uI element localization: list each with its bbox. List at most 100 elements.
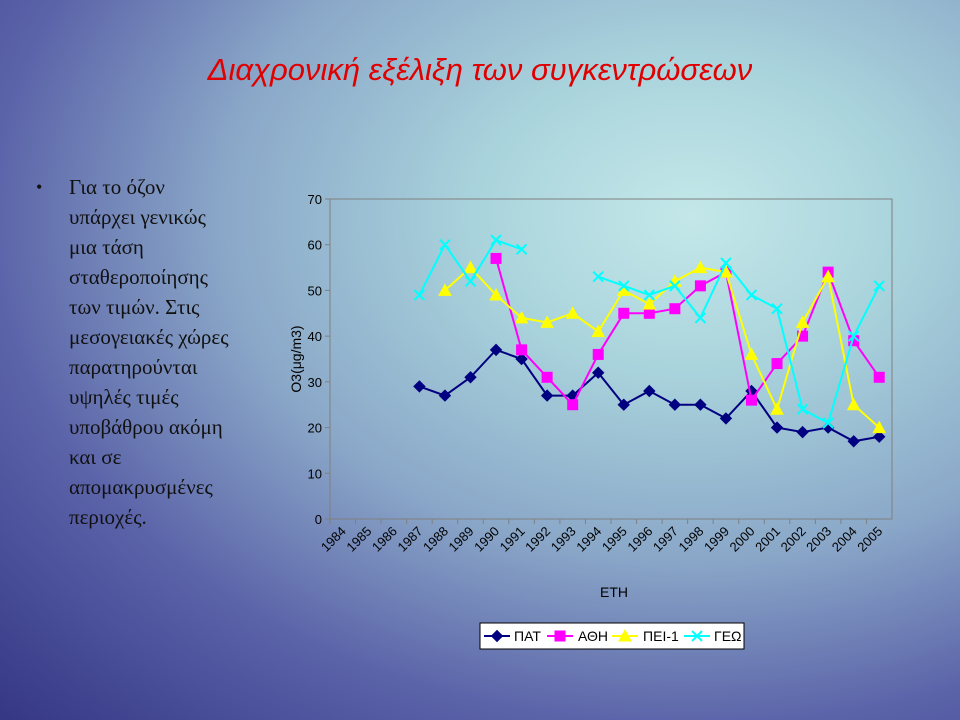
data-point [746, 394, 757, 406]
data-point [771, 303, 783, 315]
series-line [444, 266, 880, 429]
data-point [668, 398, 682, 411]
y-tick-label: 30 [308, 375, 322, 390]
data-point [540, 389, 554, 402]
data-point [796, 403, 809, 415]
legend-label: ΠΑΤ [514, 628, 541, 644]
data-point [643, 384, 656, 398]
data-point [822, 417, 834, 429]
data-point [719, 412, 733, 425]
bullet-line: και σε [69, 445, 122, 469]
data-point [691, 630, 703, 642]
data-point [592, 348, 604, 360]
y-tick-label: 50 [308, 283, 322, 298]
bullet-line: Για το όζον [69, 175, 165, 199]
data-point-stroke [796, 403, 809, 415]
data-point [873, 371, 885, 383]
data-point [669, 280, 681, 292]
data-point [694, 398, 707, 411]
x-tick-label: 1997 [650, 524, 681, 555]
data-point [490, 252, 502, 264]
x-tick-label: 1986 [369, 524, 400, 555]
data-point [669, 303, 681, 315]
data-point-stroke [490, 234, 502, 246]
bullet-line: μεσογειακές χώρες [69, 325, 229, 349]
data-point [873, 430, 886, 443]
data-point [540, 315, 554, 328]
bullet-line: παρατηρούνται [69, 355, 198, 379]
x-axis-label: ΕΤΗ [600, 584, 628, 600]
data-point-stroke [771, 303, 783, 315]
data-point-stroke [873, 280, 885, 292]
y-axis-label: O3(μg/m3) [288, 325, 304, 392]
bullet-line: υπάρχει γενικώς [69, 205, 206, 229]
data-point-stroke [720, 257, 732, 269]
data-point [693, 260, 708, 274]
series-ΓΕΩ [413, 234, 885, 429]
data-point [694, 312, 707, 324]
x-tick-label: 2004 [829, 524, 860, 555]
data-point [643, 289, 656, 301]
data-point [516, 344, 528, 356]
data-point [554, 630, 566, 642]
x-tick-label: 1999 [701, 524, 732, 555]
bullet-line: μια τάση [69, 235, 144, 259]
x-tick-label: 2005 [854, 524, 885, 555]
data-point [413, 289, 426, 301]
data-point-stroke [745, 289, 758, 301]
data-point [439, 239, 451, 251]
bullet-line: υψηλές τιμές [69, 385, 179, 409]
legend-label: ΓΕΩ [714, 628, 742, 644]
data-point-stroke [515, 243, 528, 255]
bullet-line: των τιμών. Στις [69, 295, 200, 319]
data-point [618, 280, 630, 292]
data-point [796, 425, 809, 439]
x-tick-label: 1984 [318, 524, 349, 555]
data-point [463, 260, 478, 274]
data-point-stroke [822, 417, 834, 429]
data-point-stroke [464, 275, 477, 287]
y-tick-label: 70 [308, 192, 322, 207]
x-tick-label: 1989 [446, 524, 477, 555]
data-point [591, 324, 606, 338]
data-point-stroke [669, 280, 681, 292]
data-point [413, 380, 426, 393]
legend: ΠΑΤ ΑΘΗ ΠΕΙ-1 ΓΕΩ [479, 622, 745, 650]
data-point-stroke [618, 280, 630, 292]
data-point [847, 330, 860, 342]
x-tick-label: 2002 [778, 524, 809, 555]
legend-label: ΠΕΙ-1 [643, 628, 679, 644]
bullet-line: σταθεροποίησης [69, 265, 208, 289]
data-point [745, 289, 758, 301]
series-ΠΑΤ [413, 343, 886, 448]
data-point [489, 287, 503, 301]
data-point [618, 628, 632, 642]
x-tick-label: 2000 [727, 524, 758, 555]
bullet-line: περιοχές. [69, 505, 147, 529]
x-tick-label: 1987 [394, 524, 425, 555]
data-point [694, 280, 706, 292]
data-point [821, 269, 835, 283]
data-point [515, 243, 528, 255]
data-point [592, 366, 605, 379]
series-ΠΕΙ-1 [438, 260, 887, 434]
data-point [618, 307, 630, 319]
x-tick-label: 1995 [599, 524, 630, 555]
data-point [720, 257, 732, 269]
data-point-stroke [694, 312, 707, 324]
legend-label: ΑΘΗ [578, 628, 608, 644]
data-point [464, 371, 477, 384]
y-tick-label: 60 [308, 238, 322, 253]
data-point [514, 310, 529, 324]
series-line [495, 258, 881, 407]
x-tick-label: 1994 [573, 524, 604, 555]
x-tick-label: 2003 [803, 524, 834, 555]
data-point [795, 315, 810, 328]
data-point-stroke [439, 239, 451, 251]
x-tick-label: 1993 [548, 524, 579, 555]
data-point [847, 435, 860, 448]
slide-title: Διαχρονική εξέλιξη των συγκεντρώσεων [207, 52, 753, 87]
x-tick-label: 1990 [471, 524, 502, 555]
bullet-dot: • [36, 177, 43, 197]
